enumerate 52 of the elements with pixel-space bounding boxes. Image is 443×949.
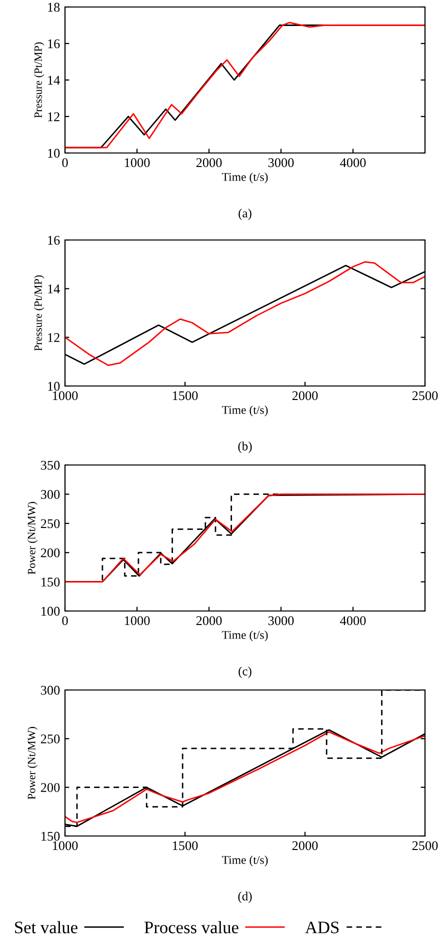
y-axis-title: Power (Nt/MW)	[27, 502, 38, 574]
x-tick-label: 2000	[196, 158, 222, 168]
y-tick-label: 16	[48, 39, 60, 48]
y-tick-label: 16	[48, 236, 60, 245]
text: (c)	[238, 666, 252, 678]
x-tick-label: 2500	[412, 391, 438, 400]
y-tick-label: 200	[40, 783, 60, 792]
y-tick-label: 12	[48, 112, 60, 122]
y-tick-label: 200	[40, 548, 60, 558]
x-tick-label: 3000	[268, 158, 294, 168]
y-axis-title: Pressure (Pt/MP)	[34, 275, 44, 351]
y-tick-label: 12	[48, 333, 60, 342]
x-tick-label: 0	[62, 616, 68, 626]
y-tick-label: 10	[48, 148, 60, 158]
y-tick-label: 150	[42, 832, 60, 841]
x-tick-label: 2000	[292, 841, 318, 850]
y-axis-title: Pressure (Pt/MP)	[34, 42, 44, 118]
x-tick-label: 3000	[268, 616, 294, 626]
legend-label: Set value	[15, 921, 78, 934]
x-tick-label: 1000	[124, 616, 150, 626]
legend-label: Process value	[144, 921, 238, 934]
x-tick-label: 0	[62, 158, 68, 168]
x-tick-label: 2000	[196, 616, 222, 626]
text: (b)	[238, 442, 252, 453]
y-tick-label: 300	[40, 686, 60, 695]
x-tick-label: 1500	[172, 391, 198, 400]
y-tick-label: 300	[40, 490, 60, 499]
x-tick-label: 4000	[340, 158, 366, 168]
x-axis-title: Time (t/s)	[222, 856, 268, 866]
x-tick-label: 1000	[124, 158, 150, 168]
y-tick-label: 250	[40, 734, 60, 744]
x-tick-label: 4000	[340, 616, 366, 626]
x-axis-title: Time (t/s)	[222, 406, 268, 416]
x-axis-title: Time (t/s)	[222, 172, 268, 184]
legend-label: ADS	[305, 922, 339, 934]
y-tick-label: 18	[48, 2, 60, 12]
x-tick-label: 2500	[412, 841, 438, 850]
x-axis-title: Time (t/s)	[222, 630, 268, 642]
x-tick-label: 1500	[172, 841, 198, 850]
text: (d)	[238, 892, 252, 903]
y-tick-label: 14	[48, 284, 60, 294]
y-tick-label: 350	[40, 460, 60, 470]
y-tick-label: 10	[48, 382, 60, 391]
x-tick-label: 1000	[52, 391, 78, 400]
x-tick-label: 2000	[292, 391, 318, 400]
y-tick-label: 14	[48, 76, 60, 85]
y-axis-title: Power (Nt/MW)	[27, 726, 38, 800]
x-tick-label: 1000	[52, 841, 78, 850]
y-tick-label: 100	[42, 606, 60, 616]
y-tick-label: 150	[42, 578, 60, 587]
text: (a)	[238, 208, 252, 220]
y-tick-label: 250	[40, 519, 60, 528]
